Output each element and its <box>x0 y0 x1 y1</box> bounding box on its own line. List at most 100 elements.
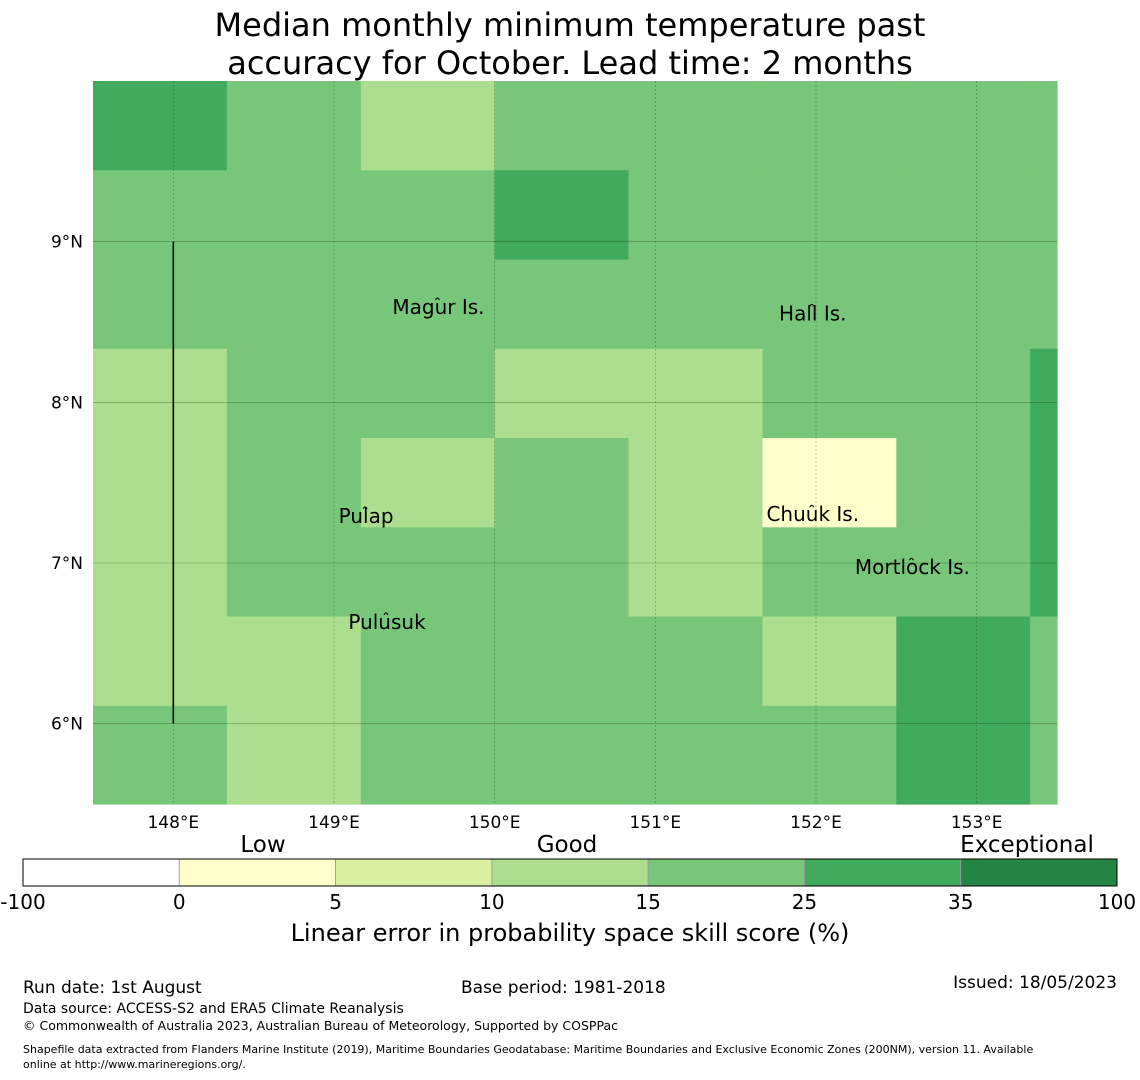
skill-map: Magur Is. Hall Is. Pulap Chuuk Is. Mortlock … <box>0 81 1136 914</box>
grid-cell <box>226 705 362 805</box>
map-title-line1: Median monthly minimum temperature past <box>214 6 926 44</box>
grid-cell <box>360 348 496 439</box>
grid-cell <box>226 259 362 350</box>
grid-cell <box>360 616 496 707</box>
grid-cell <box>896 527 1031 618</box>
colorbar-label: Linear error in probability space skill … <box>290 919 850 947</box>
grid-cell <box>896 616 1031 707</box>
island-markers: Magur Is. Hall Is. Pulap Chuuk Is. Mortlock … <box>339 295 970 634</box>
grid-cell <box>628 81 764 171</box>
data-source: Data source: ACCESS-S2 and ERA5 Climate … <box>23 1001 404 1017</box>
grid-cell <box>226 348 362 439</box>
grid-cell <box>896 170 1031 261</box>
island-outline <box>809 504 815 508</box>
grid-cell <box>360 81 496 171</box>
island-outline <box>383 612 389 616</box>
colorbar-frame <box>22 858 1118 887</box>
colorbar-segment <box>491 858 649 887</box>
grid-cell <box>93 170 228 261</box>
map-title-line2: accuracy for October. Lead time: 2 month… <box>227 44 913 82</box>
grid-cell <box>93 705 228 805</box>
grid-cell <box>93 81 228 171</box>
colorbar-category-label: Exceptional <box>960 832 1094 858</box>
grid-cell <box>494 170 630 261</box>
colorbar-tick-label: 10 <box>479 890 504 914</box>
grid-cell <box>896 81 1031 171</box>
colorbar-segment <box>960 858 1118 887</box>
colorbar-tick-label: 15 <box>635 890 660 914</box>
grid-cell <box>1030 259 1058 350</box>
colorbar-category-label: Good <box>537 832 598 858</box>
grid-cell <box>360 170 496 261</box>
grid-cell <box>93 616 228 707</box>
grid-cell <box>360 438 496 528</box>
grid-cell <box>494 259 630 350</box>
grid-cell <box>226 81 362 171</box>
grid-cell <box>1030 616 1058 707</box>
issued-date: Issued: 18/05/2023 <box>953 973 1117 993</box>
island-label: Mortlock Is. <box>855 555 970 579</box>
shapefile-credit-line1: Shapefile data extracted from Flanders M… <box>23 1043 1034 1056</box>
colorbar-segment <box>647 858 805 887</box>
lon-tick-label: 149°E <box>308 813 360 833</box>
grid-cell <box>896 438 1031 528</box>
grid-cell <box>494 616 630 707</box>
island-outline <box>908 557 914 561</box>
grid-cell <box>494 438 630 528</box>
grid-cell <box>226 527 362 618</box>
island-label: Pulap <box>339 504 394 528</box>
grid-cell <box>762 348 897 439</box>
grid-cell <box>896 348 1031 439</box>
grid-cell <box>494 527 630 618</box>
grid-cell <box>360 705 496 805</box>
grid-cell <box>226 170 362 261</box>
grid-cell <box>494 81 630 171</box>
axis-ticks: 148°E 149°E 150°E 151°E 152°E 153°E 9°N 8°N 7°N 6… <box>51 233 1003 833</box>
island-outline <box>809 303 815 307</box>
colorbar-tick-label: 100 <box>1098 890 1136 914</box>
lon-tick-label: 153°E <box>951 813 1003 833</box>
grid-cell <box>762 438 897 528</box>
colorbar: -100 0 5 10 15 25 35 100 Low Good Exceptional <box>0 832 1136 914</box>
lat-tick-label: 6°N <box>51 715 83 735</box>
colorbar-tick-label: 0 <box>173 890 186 914</box>
graticule <box>93 81 1057 804</box>
grid-cell <box>494 348 630 439</box>
grid-cell <box>226 438 362 528</box>
skill-grid <box>93 81 1058 805</box>
grid-cell <box>1030 438 1058 528</box>
colorbar-segment <box>178 858 336 887</box>
grid-cell <box>1030 348 1058 439</box>
grid-cell <box>1030 81 1058 171</box>
grid-cell <box>762 705 897 805</box>
lat-tick-label: 7°N <box>51 554 83 574</box>
colorbar-tick-label: -100 <box>0 890 45 914</box>
lat-tick-label: 9°N <box>51 233 83 253</box>
shapefile-credit-line2: online at http://www.marineregions.org/. <box>23 1058 246 1071</box>
copyright: © Commonwealth of Australia 2023, Austra… <box>23 1018 618 1033</box>
grid-cell <box>628 705 764 805</box>
lon-tick-label: 150°E <box>469 813 521 833</box>
island-label: Hall Is. <box>779 301 846 325</box>
colorbar-category-label: Low <box>240 832 285 858</box>
island-outline <box>434 297 440 301</box>
colorbar-tick-label: 5 <box>329 890 342 914</box>
grid-cell <box>628 527 764 618</box>
island-label: Pulusuk <box>348 610 426 634</box>
grid-cell <box>896 259 1031 350</box>
island-outline <box>362 506 368 510</box>
grid-cell <box>762 616 897 707</box>
grid-cell <box>93 348 228 439</box>
grid-cell <box>1030 705 1058 805</box>
grid-cell <box>896 705 1031 805</box>
lon-tick-label: 148°E <box>147 813 199 833</box>
grid-cell <box>93 438 228 528</box>
grid-cell <box>762 170 897 261</box>
lat-tick-label: 8°N <box>51 393 83 413</box>
colorbar-tick-label: 35 <box>948 890 973 914</box>
base-period: Base period: 1981-2018 <box>461 978 666 998</box>
grid-cell <box>628 616 764 707</box>
grid-cell <box>93 527 228 618</box>
grid-cell <box>628 259 764 350</box>
colorbar-segment <box>22 858 180 887</box>
